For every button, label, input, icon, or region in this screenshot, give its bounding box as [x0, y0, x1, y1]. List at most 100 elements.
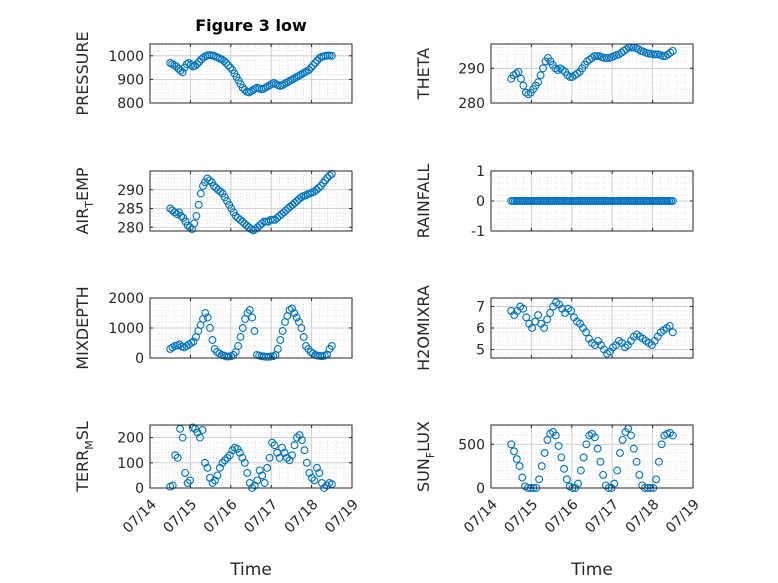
data-point — [223, 197, 231, 205]
x-tick-label: 07/19 — [322, 497, 362, 537]
data-point — [216, 187, 225, 196]
data-point — [311, 58, 320, 67]
data-point — [512, 69, 521, 78]
y-axis-label-subscript: F — [424, 452, 437, 458]
y-axis-label: RAINFALL — [414, 164, 433, 239]
y-tick-label: 285 — [117, 202, 144, 218]
data-point — [327, 51, 336, 60]
y-axis-label-main: SUN — [414, 458, 433, 492]
data-point — [659, 52, 667, 61]
data-point — [307, 63, 316, 72]
data-point — [668, 431, 677, 440]
data-point — [218, 458, 227, 467]
y-tick-label: 0 — [135, 351, 144, 367]
subplot-7: 0 100 200 07/14 07/15 07/16 07/17 07/18 07/19 Tim… — [73, 421, 362, 580]
data-point — [278, 81, 287, 90]
data-point — [268, 215, 277, 224]
data-point — [238, 453, 247, 462]
data-point — [590, 433, 599, 442]
data-point — [566, 73, 574, 81]
y-axis-label-main: AIR — [73, 208, 92, 235]
data-point — [238, 217, 247, 226]
data-point — [610, 479, 619, 488]
data-point — [321, 176, 330, 185]
y-tick-label: 280 — [117, 220, 144, 236]
data-point — [203, 463, 212, 472]
data-point — [263, 82, 272, 91]
y-tick-label: 900 — [117, 72, 144, 88]
data-point — [666, 48, 675, 57]
y-axis-label-main: MIXDEPTH — [73, 286, 92, 369]
data-point — [211, 476, 219, 485]
data-point — [203, 313, 212, 322]
data-point — [275, 453, 284, 462]
data-point — [327, 170, 336, 178]
data-point — [293, 433, 301, 442]
data-point — [201, 458, 209, 467]
data-point — [557, 453, 566, 462]
y-tick-label: 2000 — [108, 291, 144, 307]
data-point — [240, 458, 249, 467]
data-point — [534, 311, 543, 320]
x-axis-label: Time — [570, 560, 613, 580]
data-point — [245, 479, 254, 487]
y-tick-label: -1 — [471, 224, 485, 240]
data-point — [279, 208, 288, 217]
data-point — [186, 476, 195, 485]
data-point — [657, 440, 666, 449]
data-point — [519, 304, 528, 313]
y-tick-label: 5 — [476, 342, 485, 358]
data-point — [278, 443, 287, 452]
subplot-4: -1 0 1 RAINFALL — [414, 164, 694, 240]
data-point — [540, 449, 549, 457]
y-axis-label: PRESSURE — [73, 31, 92, 115]
data-point — [187, 339, 196, 347]
data-point — [196, 189, 205, 198]
data-point — [325, 171, 334, 180]
data-point — [319, 179, 328, 187]
data-point — [613, 466, 622, 475]
data-point — [592, 52, 601, 61]
data-point — [668, 328, 677, 337]
data-point — [590, 52, 599, 61]
data-point — [191, 61, 200, 70]
data-point — [574, 479, 583, 488]
data-point — [539, 64, 547, 73]
data-point — [201, 309, 210, 317]
data-point — [213, 471, 222, 480]
axes-box — [149, 170, 353, 232]
figure-title: Figure 3 low — [195, 16, 307, 35]
data-point — [515, 462, 524, 471]
data-point — [196, 433, 204, 442]
data-point — [253, 476, 262, 485]
data-point — [514, 67, 523, 76]
y-tick-label: 0 — [476, 481, 485, 497]
data-point — [238, 83, 247, 92]
data-point — [644, 49, 653, 58]
data-point — [632, 457, 641, 466]
data-point — [654, 457, 663, 466]
data-point — [668, 197, 677, 205]
data-point — [181, 468, 190, 477]
data-point — [528, 324, 537, 332]
x-tick-label: 07/14 — [120, 497, 160, 537]
data-point — [292, 313, 301, 322]
data-point — [181, 217, 190, 226]
data-point — [517, 74, 525, 83]
data-point — [563, 71, 572, 80]
data-point — [543, 315, 552, 324]
data-point — [280, 448, 289, 457]
data-point — [551, 431, 560, 440]
x-axis-label: Time — [229, 560, 272, 580]
subplot-8: 0 500 07/14 07/15 07/16 07/17 07/18 07/19 Time SU… — [414, 421, 703, 580]
data-point — [286, 76, 295, 85]
axes-box — [149, 424, 353, 489]
data-point — [178, 68, 187, 77]
data-point — [298, 436, 306, 445]
data-point — [297, 324, 306, 332]
data-point — [521, 88, 530, 97]
data-point — [198, 426, 207, 434]
data-point — [600, 53, 609, 62]
axes-box — [490, 43, 694, 104]
